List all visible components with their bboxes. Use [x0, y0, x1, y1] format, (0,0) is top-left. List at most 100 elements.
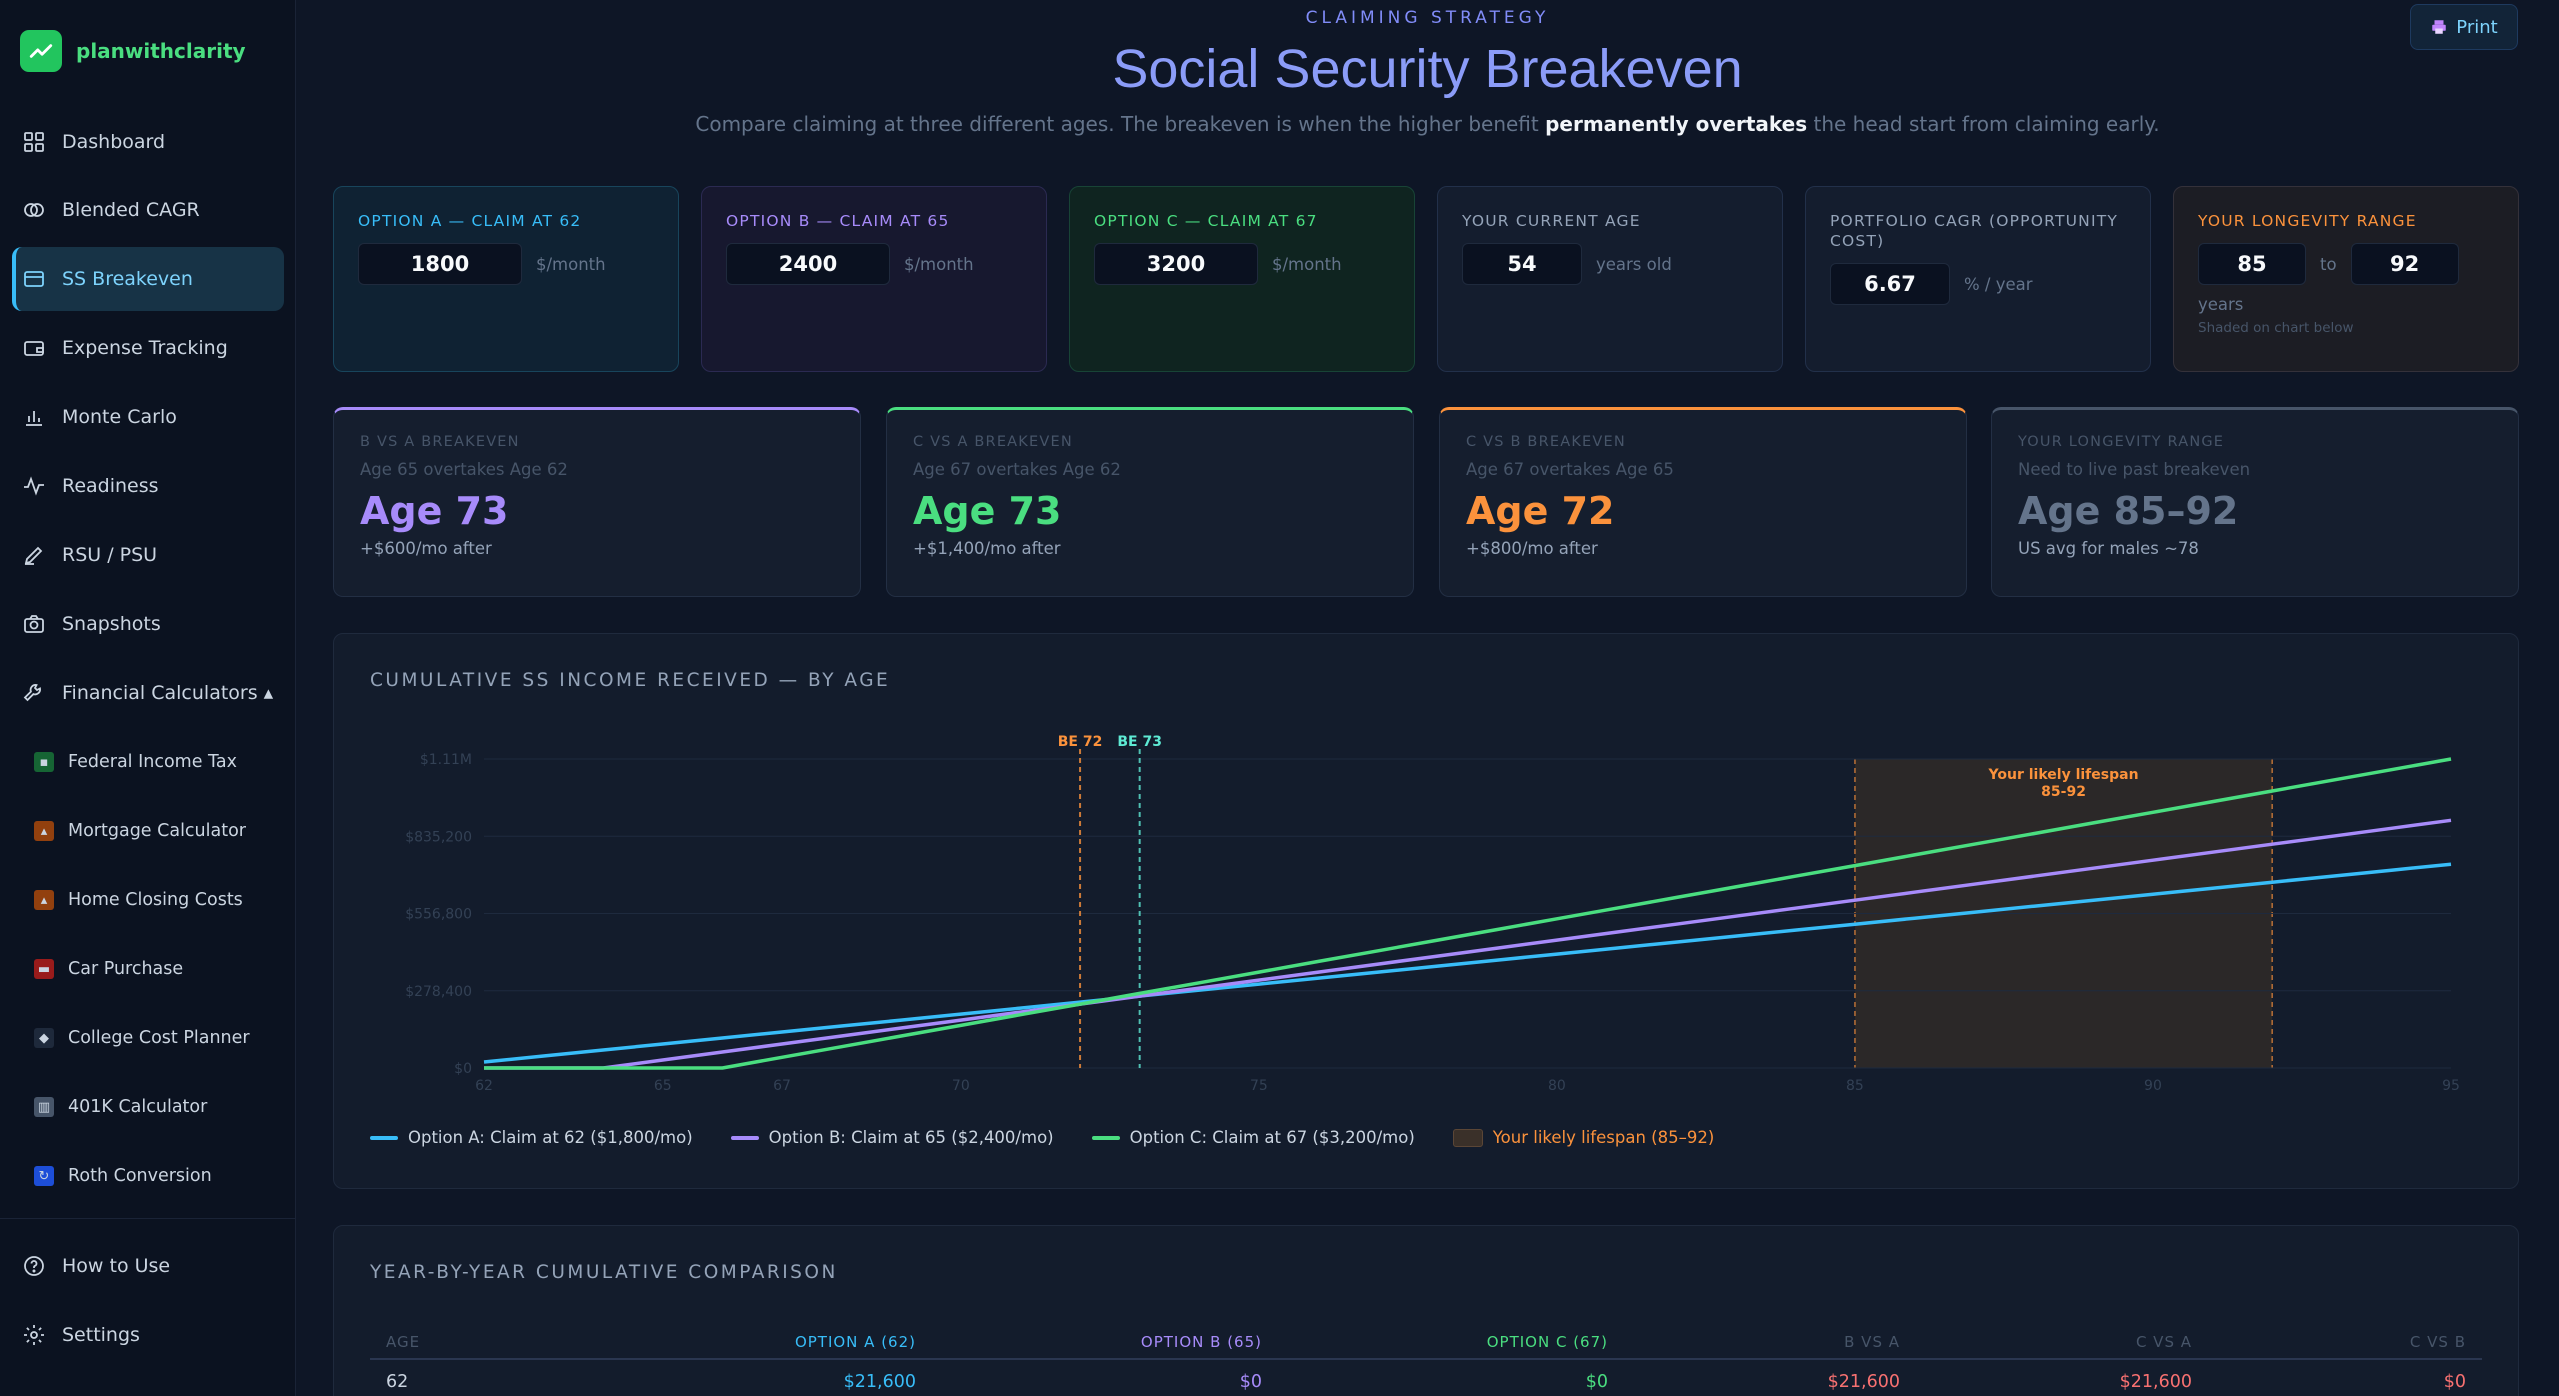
nav-monte-carlo[interactable]: Monte Carlo [12, 385, 284, 449]
option-b-unit: $/month [904, 254, 974, 274]
breakeven-sub: Need to live past breakeven [2018, 460, 2251, 479]
breakeven-label: C VS A BREAKEVEN [913, 434, 1073, 450]
option-c-unit: $/month [1272, 254, 1342, 274]
subnav-label: College Cost Planner [68, 1028, 250, 1048]
subnav-label: Mortgage Calculator [68, 821, 246, 841]
breakeven-value: Age 73 [913, 489, 1062, 533]
nav-rsu-psu[interactable]: RSU / PSU [12, 523, 284, 587]
longevity-unit: years [2198, 295, 2244, 314]
nav-dashboard[interactable]: Dashboard [12, 110, 284, 174]
option-c-label: OPTION C — CLAIM AT 67 [1094, 212, 1318, 230]
series-line [483, 862, 2452, 1064]
option-b-input[interactable]: 2400 [726, 243, 890, 285]
option-a-label: OPTION A — CLAIM AT 62 [358, 212, 582, 230]
series-line [484, 818, 2452, 1070]
grid-icon [24, 132, 44, 152]
breakeven-sub: Age 67 overtakes Age 62 [913, 460, 1121, 479]
legend-item-option-b[interactable]: Option B: Claim at 65 ($2,400/mo) [730, 1128, 1054, 1147]
subnav-mortgage-calculator[interactable]: ▴ Mortgage Calculator [34, 803, 284, 859]
x-tick-label: 95 [2442, 1078, 2460, 1094]
legend-item-option-a[interactable]: Option A: Claim at 62 ($1,800/mo) [370, 1128, 693, 1147]
settings-icon [24, 1325, 44, 1345]
nav-how-to-use[interactable]: How to Use [12, 1234, 284, 1298]
page-subtitle: Compare claiming at three different ages… [296, 112, 2559, 136]
nav-label: Monte Carlo [62, 406, 177, 428]
current-age-input[interactable]: 54 [1462, 243, 1582, 285]
cell-c-vs-b: $0 [2443, 1372, 2466, 1392]
legend-item-option-c[interactable]: Option C: Claim at 67 ($3,200/mo) [1091, 1128, 1415, 1147]
subnav-car-purchase[interactable]: ▬ Car Purchase [34, 941, 284, 997]
chart-title: CUMULATIVE SS INCOME RECEIVED — BY AGE [370, 670, 891, 691]
legend-item-lifespan[interactable]: Your likely lifespan (85–92) [1452, 1128, 1714, 1147]
nav-ss-breakeven[interactable]: SS Breakeven [12, 247, 284, 311]
table-row: 62 $21,600 $0 $0 $21,600 $21,600 $0 [370, 1362, 2482, 1396]
print-button[interactable]: Print [2410, 4, 2518, 50]
nav-expense-tracking[interactable]: Expense Tracking [12, 316, 284, 380]
grad-cap-icon: ◆ [34, 1028, 54, 1048]
pen-icon [24, 546, 43, 565]
breakeven-note: +$800/mo after [1466, 539, 1598, 558]
input-card-option-a: OPTION A — CLAIM AT 62 1800 $/month [333, 186, 679, 372]
wallet-icon [24, 341, 44, 356]
nav-settings[interactable]: Settings [12, 1303, 284, 1367]
subnav-label: Federal Income Tax [68, 752, 237, 772]
brand[interactable]: planwithclarity [20, 30, 246, 72]
house-garden-icon: ▴ [34, 890, 54, 910]
longevity-label: YOUR LONGEVITY RANGE [2198, 212, 2417, 230]
col-b-vs-a: B VS A [1844, 1333, 1900, 1351]
nav-label: Readiness [62, 475, 159, 497]
col-option-c: OPTION C (67) [1486, 1333, 1608, 1351]
legend-swatch [1452, 1128, 1483, 1147]
y-tick-label: $556,800 [405, 907, 472, 923]
nav-label: Snapshots [62, 613, 161, 635]
breakeven-label: B VS A BREAKEVEN [360, 434, 520, 450]
subnav-home-closing-costs[interactable]: ▴ Home Closing Costs [34, 872, 284, 928]
legend-swatch [1091, 1135, 1120, 1140]
subnav-federal-income-tax[interactable]: ▪ Federal Income Tax [34, 734, 284, 790]
current-age-unit: years old [1596, 254, 1672, 274]
longevity-from-input[interactable]: 85 [2198, 243, 2306, 285]
option-c-input[interactable]: 3200 [1094, 243, 1258, 285]
legend-swatch [730, 1135, 759, 1140]
nav-label: RSU / PSU [62, 544, 158, 566]
chart-legend: Option A: Claim at 62 ($1,800/mo) Option… [370, 1128, 1714, 1147]
cell-option-c: $0 [1585, 1372, 1608, 1392]
activity-icon [24, 476, 44, 496]
table-panel: YEAR-BY-YEAR CUMULATIVE COMPARISON AGE O… [333, 1225, 2519, 1396]
cagr-unit: % / year [1964, 274, 2033, 294]
x-tick-label: 80 [1548, 1078, 1566, 1094]
sidebar: planwithclarity Dashboard Blended CAGR S… [0, 0, 296, 1396]
breakeven-note: US avg for males ~78 [2018, 539, 2199, 558]
input-card-longevity: YOUR LONGEVITY RANGE 85 to 92 years Shad… [2173, 186, 2519, 372]
nav-label: Expense Tracking [62, 337, 228, 359]
subnav-roth-conversion[interactable]: ↻ Roth Conversion [34, 1148, 284, 1204]
breakeven-value: Age 85–92 [2018, 489, 2239, 533]
nav-label: SS Breakeven [62, 268, 193, 290]
refresh-icon: ↻ [34, 1166, 54, 1186]
breakeven-card-c-vs-b: C VS B BREAKEVEN Age 67 overtakes Age 65… [1439, 407, 1967, 597]
longevity-to-input[interactable]: 92 [2350, 243, 2459, 285]
cell-option-b: $0 [1239, 1372, 1262, 1392]
print-label: Print [2456, 16, 2498, 38]
y-tick-label: $278,400 [405, 984, 472, 1000]
nav-snapshots[interactable]: Snapshots [12, 592, 284, 656]
nav-blended-cagr[interactable]: Blended CAGR [12, 178, 284, 242]
camera-icon [24, 615, 44, 633]
page-eyebrow: CLAIMING STRATEGY [1305, 8, 1550, 28]
cagr-label: PORTFOLIO CAGR (OPPORTUNITY COST) [1830, 212, 2119, 250]
nav-financial-calculators[interactable]: Financial Calculators ▴ [12, 661, 284, 725]
option-a-input[interactable]: 1800 [358, 243, 522, 285]
subnav-401k-calculator[interactable]: ▥ 401K Calculator [34, 1079, 284, 1135]
longevity-note: Shaded on chart below [2198, 320, 2354, 336]
lifespan-band-label: Your likely lifespan [1988, 767, 2139, 783]
nav-label: Financial Calculators ▴ [62, 682, 274, 704]
input-card-portfolio-cagr: PORTFOLIO CAGR (OPPORTUNITY COST) 6.67 %… [1805, 186, 2151, 372]
nav-label: How to Use [62, 1255, 171, 1277]
current-age-label: YOUR CURRENT AGE [1462, 212, 1641, 230]
breakeven-marker-label: BE 72 [1058, 734, 1103, 750]
house-icon: ▴ [34, 821, 54, 841]
breakeven-label: C VS B BREAKEVEN [1466, 434, 1626, 450]
cagr-input[interactable]: 6.67 [1830, 263, 1950, 305]
nav-readiness[interactable]: Readiness [12, 454, 284, 518]
subnav-college-cost-planner[interactable]: ◆ College Cost Planner [34, 1010, 284, 1066]
